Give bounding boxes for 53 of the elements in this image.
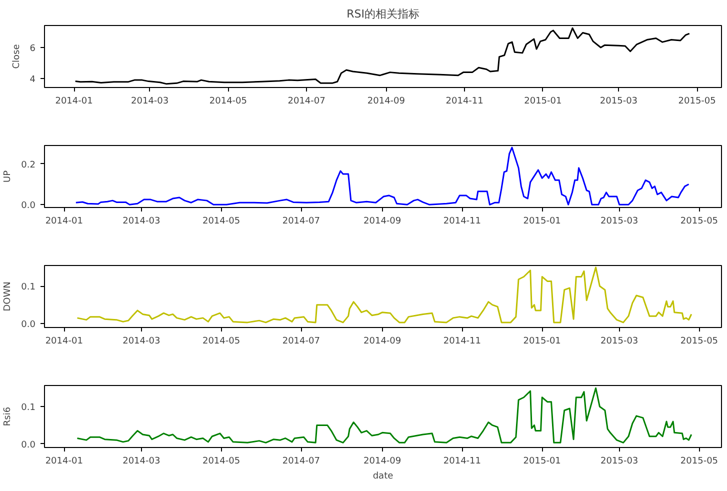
line-series: [76, 266, 692, 324]
x-tick-label: 2015-01: [524, 96, 562, 106]
x-tick-label: 2014-09: [364, 216, 402, 226]
x-tick-label: 2014-11: [443, 216, 482, 226]
y-axis-title: Rsi6: [3, 406, 14, 426]
line-series: [75, 146, 690, 206]
x-tick-label: 2014-01: [45, 336, 83, 346]
x-tick-label: 2014-05: [202, 216, 240, 226]
x-tick-label: 2015-03: [600, 96, 638, 106]
y-tick-label: 0.1: [21, 403, 36, 414]
x-tick-label: 2014-09: [364, 336, 402, 346]
x-tick-label: 2014-03: [131, 96, 169, 106]
x-tick-label: 2014-11: [443, 456, 482, 466]
x-tick-label: 2014-07: [282, 216, 320, 226]
x-tick-label: 2015-01: [523, 216, 561, 226]
y-axis-title: DOWN: [3, 282, 14, 312]
y-tick-label: 0.0: [21, 201, 36, 212]
x-tick-label: 2014-09: [367, 96, 406, 106]
x-tick-label: 2014-07: [282, 456, 320, 466]
y-tick-label: 0.0: [21, 440, 36, 450]
x-tick-label: 2014-07: [282, 336, 320, 346]
line-series: [76, 387, 692, 444]
chart-title: RSI的相关指标: [346, 8, 420, 20]
y-tick-label: 0.0: [21, 320, 36, 330]
x-tick-label: 2014-03: [122, 456, 160, 466]
x-tick-label: 2014-01: [45, 216, 83, 226]
x-tick-label: 2014-11: [446, 96, 484, 106]
y-tick-label: 6: [30, 44, 36, 54]
y-axis-title: Close: [12, 44, 22, 69]
x-tick-label: 2015-05: [680, 456, 718, 466]
x-tick-label: 2015-03: [600, 456, 638, 466]
x-tick-label: 2014-05: [202, 336, 240, 346]
x-axis-title: date: [372, 472, 394, 482]
x-tick-label: 2015-01: [523, 456, 561, 466]
y-tick-label: 0.1: [21, 282, 36, 293]
x-tick-label: 2015-05: [680, 216, 718, 226]
x-tick-label: 2015-01: [523, 336, 561, 346]
x-tick-label: 2014-05: [209, 96, 248, 106]
x-tick-label: 2015-03: [600, 336, 638, 346]
x-tick-label: 2014-05: [202, 456, 240, 466]
x-tick-label: 2014-01: [55, 96, 93, 106]
x-tick-label: 2014-03: [122, 336, 160, 346]
x-tick-label: 2014-03: [122, 216, 160, 226]
y-axis-title: UP: [3, 170, 14, 183]
y-tick-label: 0.2: [21, 160, 36, 170]
x-tick-label: 2015-03: [600, 216, 638, 226]
x-tick-label: 2014-01: [45, 456, 83, 466]
x-tick-label: 2014-11: [443, 336, 482, 346]
x-tick-label: 2014-09: [364, 456, 402, 466]
y-tick-label: 4: [30, 75, 36, 86]
x-tick-label: 2015-05: [678, 96, 716, 106]
x-tick-label: 2015-05: [680, 336, 718, 346]
x-tick-label: 2014-07: [288, 96, 326, 106]
